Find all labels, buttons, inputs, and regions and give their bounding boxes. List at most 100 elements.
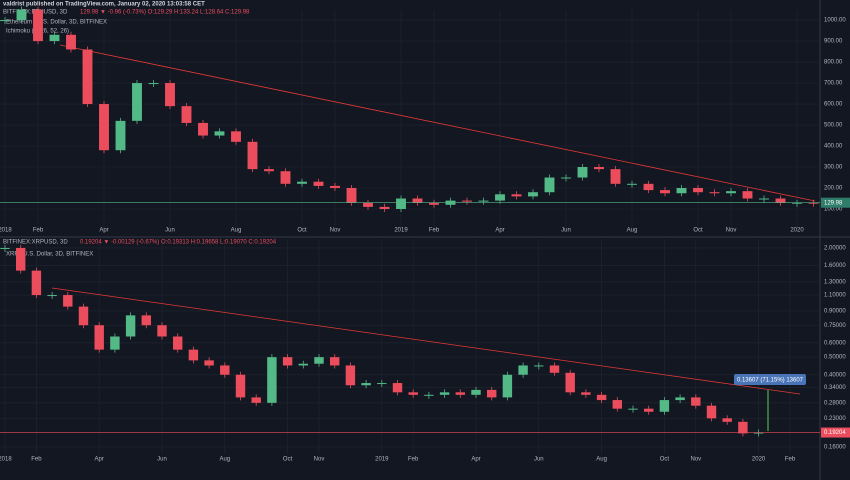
- x-tick-label: Feb: [33, 228, 44, 234]
- candle: [220, 365, 230, 375]
- y-tick-label: 0.16000: [824, 444, 846, 450]
- candle: [753, 432, 764, 434]
- candle: [659, 400, 670, 412]
- candle: [377, 383, 387, 385]
- candle: [471, 389, 481, 395]
- candle: [280, 171, 291, 184]
- subtitle: XRP / U.S. Dollar, 3D, BITFINEX: [6, 252, 93, 258]
- candle: [412, 198, 423, 203]
- candle: [549, 365, 560, 373]
- candle: [462, 200, 472, 202]
- candle: [581, 392, 591, 395]
- price-tag-label: 0.19204: [824, 430, 846, 436]
- candle: [408, 392, 418, 395]
- candle: [0, 247, 10, 249]
- candle: [792, 202, 802, 204]
- candle: [345, 365, 356, 386]
- candle: [172, 336, 183, 350]
- candle: [247, 141, 258, 170]
- quote: 129.98 ▼ -0.96 (-0.73%) O:129.29 H:133.2…: [80, 10, 250, 16]
- candle: [115, 120, 126, 151]
- candle: [361, 383, 371, 386]
- trend-line: [59, 44, 816, 202]
- candle: [141, 315, 152, 326]
- y-tick-label: 600.00: [824, 102, 843, 108]
- x-tick-label: Feb: [785, 457, 796, 463]
- candle: [706, 405, 717, 419]
- candle: [561, 177, 571, 179]
- candle: [424, 394, 434, 396]
- x-tick-label: Jun: [157, 457, 167, 463]
- candle: [612, 400, 623, 409]
- candle: [0, 20, 10, 22]
- candle: [99, 104, 109, 151]
- candle: [726, 191, 736, 194]
- x-tick-label: Jun: [165, 228, 175, 234]
- candle: [379, 206, 390, 209]
- candle: [47, 295, 57, 297]
- candle: [204, 360, 214, 366]
- x-tick-label: 2018: [0, 228, 12, 234]
- candle: [297, 181, 307, 184]
- candle: [165, 83, 175, 107]
- candle: [82, 49, 93, 105]
- x-tick-label: Aug: [231, 228, 242, 234]
- candle: [66, 34, 76, 50]
- y-tick-label: 900.00: [824, 39, 843, 45]
- y-tick-label: 0.60000: [824, 340, 846, 346]
- candle: [346, 188, 357, 203]
- candle: [15, 247, 26, 271]
- candle: [502, 374, 513, 398]
- candle: [63, 295, 73, 307]
- candle: [643, 183, 654, 191]
- candle: [251, 397, 261, 403]
- candle: [298, 363, 309, 366]
- x-tick-label: Oct: [283, 457, 293, 463]
- x-tick-label: Aug: [219, 457, 230, 463]
- candle: [188, 349, 199, 361]
- x-tick-label: Feb: [31, 457, 42, 463]
- candle: [329, 357, 340, 366]
- x-tick-label: Apr: [495, 228, 504, 234]
- y-tick-label: 0.50000: [824, 355, 846, 361]
- candle: [627, 183, 637, 185]
- candle: [455, 392, 466, 395]
- candle: [33, 9, 43, 42]
- y-tick-label: 1.10000: [824, 293, 846, 299]
- x-tick-label: 2020: [790, 228, 804, 234]
- candle: [594, 167, 604, 170]
- candle: [565, 372, 575, 393]
- candle: [429, 202, 439, 205]
- x-tick-label: Nov: [314, 457, 325, 463]
- candle: [214, 131, 225, 136]
- candle: [675, 397, 685, 401]
- candle: [148, 83, 159, 85]
- candle: [742, 191, 753, 199]
- candle: [396, 198, 406, 209]
- x-tick-label: Oct: [693, 228, 703, 234]
- x-tick-label: 2020: [752, 457, 766, 463]
- y-tick-label: 800.00: [824, 60, 843, 66]
- y-tick-label: 700.00: [824, 81, 843, 87]
- candle: [392, 383, 403, 393]
- y-tick-label: 1.30000: [824, 279, 846, 285]
- x-tick-label: Nov: [690, 457, 701, 463]
- x-tick-label: 2018: [0, 457, 12, 463]
- candle: [693, 188, 703, 193]
- y-tick-label: 1000.00: [824, 18, 846, 24]
- candle: [110, 336, 120, 350]
- candle: [495, 194, 505, 201]
- candle: [643, 408, 654, 412]
- candle: [775, 198, 786, 203]
- candle: [31, 270, 42, 296]
- y-tick-label: 300.00: [824, 165, 843, 171]
- y-tick-label: 200.00: [824, 186, 843, 192]
- price-tag: [821, 427, 850, 438]
- x-tick-label: Jun: [534, 457, 544, 463]
- x-tick-label: Nov: [330, 228, 341, 234]
- x-tick-label: Nov: [726, 228, 737, 234]
- y-tick-label: 0.90000: [824, 308, 846, 314]
- candle: [16, 9, 27, 21]
